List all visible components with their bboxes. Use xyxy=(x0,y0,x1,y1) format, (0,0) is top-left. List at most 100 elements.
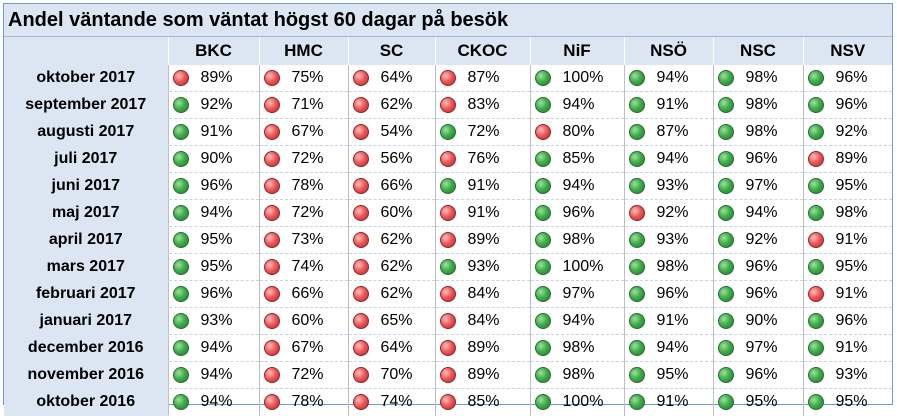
data-cell[interactable]: 100% xyxy=(529,388,624,416)
data-cell[interactable]: 96% xyxy=(529,199,624,227)
data-cell[interactable]: 92% xyxy=(712,226,803,254)
data-cell[interactable]: 92% xyxy=(623,199,713,227)
data-cell[interactable]: 96% xyxy=(167,280,259,308)
data-cell[interactable]: 94% xyxy=(623,65,713,92)
row-label[interactable]: augusti 2017 xyxy=(4,118,168,146)
data-cell[interactable]: 64% xyxy=(347,334,435,362)
row-label[interactable]: februari 2017 xyxy=(4,280,168,308)
data-cell[interactable]: 94% xyxy=(623,145,713,173)
data-cell[interactable]: 62% xyxy=(347,253,435,281)
data-cell[interactable]: 71% xyxy=(258,91,348,119)
column-header-bkc[interactable]: BKC xyxy=(167,37,259,65)
data-cell[interactable]: 96% xyxy=(712,280,803,308)
column-header-hmc[interactable]: HMC xyxy=(258,37,348,65)
data-cell[interactable]: 85% xyxy=(434,388,530,416)
data-cell[interactable]: 89% xyxy=(434,361,530,389)
data-cell[interactable]: 91% xyxy=(802,226,892,254)
data-cell[interactable]: 56% xyxy=(347,145,435,173)
data-cell[interactable]: 98% xyxy=(712,118,803,146)
data-cell[interactable]: 94% xyxy=(712,199,803,227)
data-cell[interactable]: 91% xyxy=(802,334,892,362)
row-label[interactable]: oktober 2017 xyxy=(4,65,168,92)
data-cell[interactable]: 94% xyxy=(167,361,259,389)
data-cell[interactable]: 64% xyxy=(347,65,435,92)
row-label[interactable]: januari 2017 xyxy=(4,307,168,335)
data-cell[interactable]: 72% xyxy=(258,361,348,389)
data-cell[interactable]: 98% xyxy=(712,91,803,119)
column-header-nso[interactable]: NSÖ xyxy=(623,37,713,65)
data-cell[interactable]: 91% xyxy=(167,118,259,146)
data-cell[interactable]: 94% xyxy=(529,91,624,119)
data-cell[interactable]: 76% xyxy=(434,145,530,173)
data-cell[interactable]: 67% xyxy=(258,118,348,146)
data-cell[interactable]: 60% xyxy=(347,199,435,227)
data-cell[interactable]: 94% xyxy=(167,199,259,227)
row-label[interactable]: juli 2017 xyxy=(4,145,168,173)
data-cell[interactable]: 96% xyxy=(712,145,803,173)
data-cell[interactable]: 95% xyxy=(802,172,892,200)
data-cell[interactable]: 91% xyxy=(434,172,530,200)
row-label[interactable]: maj 2017 xyxy=(4,199,168,227)
data-cell[interactable]: 95% xyxy=(712,388,803,416)
data-cell[interactable]: 74% xyxy=(258,253,348,281)
data-cell[interactable]: 72% xyxy=(258,199,348,227)
data-cell[interactable]: 84% xyxy=(434,307,530,335)
data-cell[interactable]: 67% xyxy=(258,334,348,362)
row-label[interactable]: december 2016 xyxy=(4,334,168,362)
data-cell[interactable]: 95% xyxy=(623,361,713,389)
data-cell[interactable]: 94% xyxy=(529,172,624,200)
data-cell[interactable]: 96% xyxy=(712,253,803,281)
data-cell[interactable]: 62% xyxy=(347,91,435,119)
row-label[interactable]: juni 2017 xyxy=(4,172,168,200)
data-cell[interactable]: 98% xyxy=(529,361,624,389)
data-cell[interactable]: 96% xyxy=(802,91,892,119)
data-cell[interactable]: 97% xyxy=(529,280,624,308)
data-cell[interactable]: 93% xyxy=(434,253,530,281)
column-header-ckoc[interactable]: CKOC xyxy=(434,37,530,65)
data-cell[interactable]: 54% xyxy=(347,118,435,146)
data-cell[interactable]: 93% xyxy=(802,361,892,389)
data-cell[interactable]: 66% xyxy=(258,280,348,308)
data-cell[interactable]: 62% xyxy=(347,280,435,308)
data-cell[interactable]: 91% xyxy=(434,199,530,227)
data-cell[interactable]: 96% xyxy=(712,361,803,389)
corner-cell[interactable] xyxy=(4,37,168,65)
data-cell[interactable]: 60% xyxy=(258,307,348,335)
data-cell[interactable]: 98% xyxy=(623,253,713,281)
data-cell[interactable]: 89% xyxy=(434,226,530,254)
row-label[interactable]: mars 2017 xyxy=(4,253,168,281)
data-cell[interactable]: 92% xyxy=(802,118,892,146)
data-cell[interactable]: 96% xyxy=(802,65,892,92)
data-cell[interactable]: 92% xyxy=(167,91,259,119)
data-cell[interactable]: 91% xyxy=(623,388,713,416)
data-cell[interactable]: 98% xyxy=(529,226,624,254)
data-cell[interactable]: 75% xyxy=(258,65,348,92)
data-cell[interactable]: 62% xyxy=(347,226,435,254)
column-header-sc[interactable]: SC xyxy=(347,37,435,65)
data-cell[interactable]: 85% xyxy=(529,145,624,173)
row-label[interactable]: november 2016 xyxy=(4,361,168,389)
data-cell[interactable]: 94% xyxy=(529,307,624,335)
data-cell[interactable]: 91% xyxy=(802,280,892,308)
data-cell[interactable]: 98% xyxy=(802,199,892,227)
data-cell[interactable]: 91% xyxy=(623,307,713,335)
data-cell[interactable]: 98% xyxy=(712,65,803,92)
data-cell[interactable]: 74% xyxy=(347,388,435,416)
data-cell[interactable]: 89% xyxy=(167,65,259,92)
data-cell[interactable]: 95% xyxy=(802,388,892,416)
table-title[interactable]: Andel väntande som väntat högst 60 dagar… xyxy=(4,4,892,37)
data-cell[interactable]: 83% xyxy=(434,91,530,119)
row-label[interactable]: september 2017 xyxy=(4,91,168,119)
data-cell[interactable]: 95% xyxy=(167,226,259,254)
data-cell[interactable]: 65% xyxy=(347,307,435,335)
data-cell[interactable]: 87% xyxy=(434,65,530,92)
data-cell[interactable]: 100% xyxy=(529,65,624,92)
column-header-nsv[interactable]: NSV xyxy=(802,37,892,65)
data-cell[interactable]: 97% xyxy=(712,334,803,362)
data-cell[interactable]: 93% xyxy=(167,307,259,335)
row-label[interactable]: oktober 2016 xyxy=(4,388,168,416)
data-cell[interactable]: 97% xyxy=(712,172,803,200)
data-cell[interactable]: 94% xyxy=(623,334,713,362)
data-cell[interactable]: 80% xyxy=(529,118,624,146)
data-cell[interactable]: 96% xyxy=(623,280,713,308)
